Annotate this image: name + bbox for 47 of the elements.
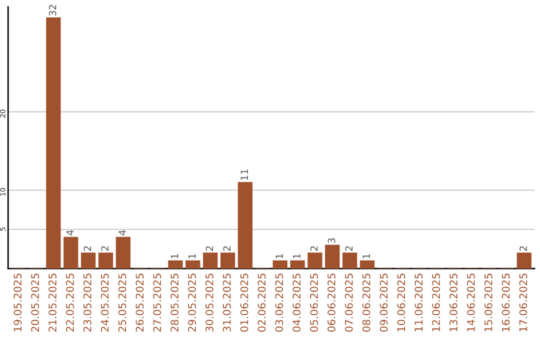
data-label: 1 <box>293 254 300 258</box>
data-label: 3 <box>328 238 336 243</box>
x-tick-label: 08.06.2025 <box>362 274 370 332</box>
data-label: 32 <box>48 4 56 16</box>
x-tick-label: 07.06.2025 <box>344 274 353 332</box>
x-tick-label: 31.05.2025 <box>222 274 231 332</box>
x-tick-label: 15.06.2025 <box>484 274 492 332</box>
x-tick-label: 22.05.2025 <box>66 274 74 332</box>
data-label: 2 <box>101 246 108 251</box>
x-tick-label: 27.05.2025 <box>153 274 162 332</box>
x-tick-label: 09.06.2025 <box>380 274 388 332</box>
x-tick-label: 19.05.2025 <box>14 274 22 332</box>
x-tick-label: 23.05.2025 <box>83 274 92 332</box>
x-tick-label: 11.06.2025 <box>414 274 423 332</box>
x-tick-label: 25.05.2025 <box>118 274 126 332</box>
data-label: 2 <box>206 246 214 251</box>
data-label: 4 <box>118 230 126 236</box>
data-label: 1 <box>276 254 283 258</box>
x-tick-label: 05.06.2025 <box>310 274 318 332</box>
x-tick-label: 12.06.2025 <box>432 274 440 332</box>
x-tick-label: 29.05.2025 <box>188 274 196 332</box>
x-tick-label: 16.06.2025 <box>502 274 510 332</box>
data-label: 2 <box>345 246 352 251</box>
x-tick-label: 14.06.2025 <box>466 274 475 332</box>
x-tick-label: 21.05.2025 <box>48 274 56 332</box>
x-tick-label: 06.06.2025 <box>328 274 336 332</box>
x-tick-label: 03.06.2025 <box>275 274 284 332</box>
data-label: 2 <box>84 246 91 251</box>
x-tick-label: 30.05.2025 <box>205 274 214 332</box>
x-tick-label: 13.06.2025 <box>450 274 458 332</box>
data-label: 4 <box>66 230 74 236</box>
x-tick-label: 02.06.2025 <box>258 274 266 332</box>
data-label: 11 <box>240 170 248 180</box>
data-label: 1 <box>188 254 196 258</box>
x-tick-label: 20.05.2025 <box>31 274 40 332</box>
x-tick-label: 24.05.2025 <box>100 274 109 332</box>
data-label: 2 <box>223 246 230 251</box>
x-tick-label: 17.06.2025 <box>519 274 528 332</box>
x-tick-label: 10.06.2025 <box>397 274 406 332</box>
data-label: 2 <box>310 246 318 251</box>
data-label: 2 <box>520 246 527 251</box>
data-label: 1 <box>171 254 178 258</box>
data-label: 1 <box>362 254 370 258</box>
x-tick-label: 26.05.2025 <box>136 274 144 332</box>
x-tick-label: 01.06.2025 <box>240 274 248 332</box>
x-tick-label: 28.05.2025 <box>170 274 178 332</box>
x-tick-label: 04.06.2025 <box>292 274 301 332</box>
